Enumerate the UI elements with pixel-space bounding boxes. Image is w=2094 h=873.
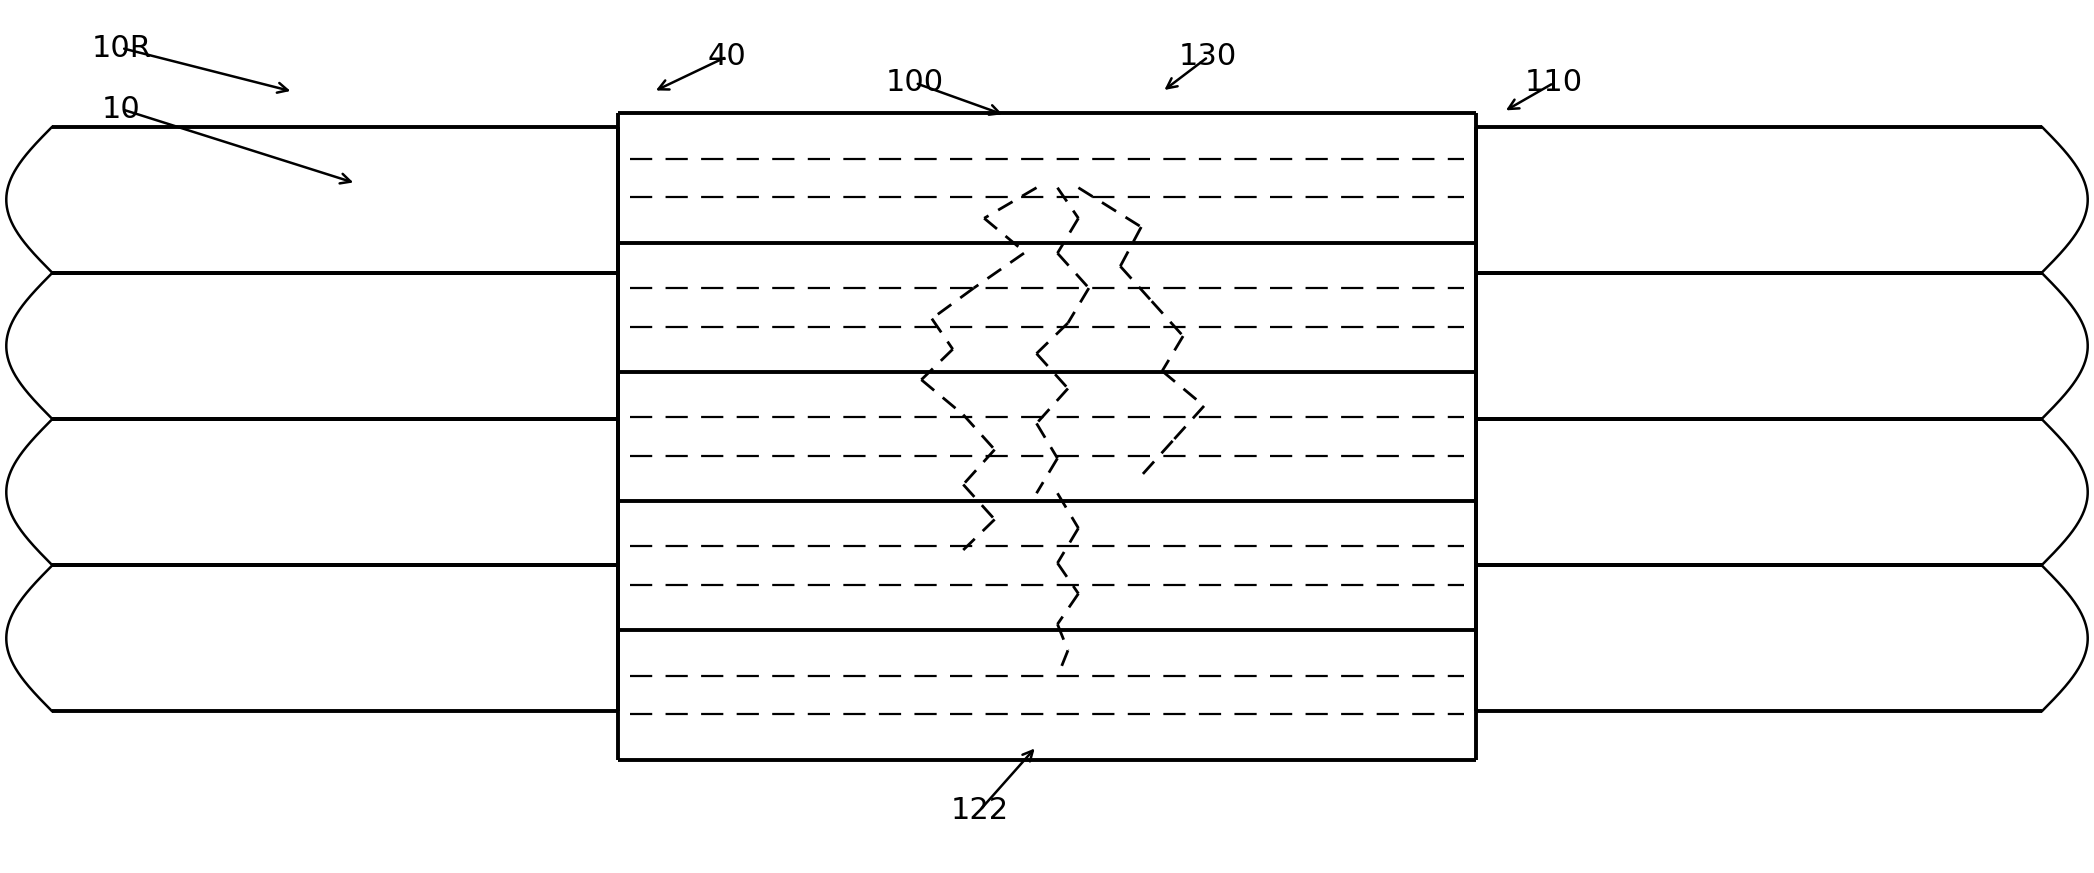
Text: 100: 100 bbox=[886, 68, 944, 98]
Text: 10: 10 bbox=[103, 94, 140, 124]
Text: 122: 122 bbox=[951, 795, 1009, 825]
Text: 10R: 10R bbox=[92, 33, 151, 63]
Text: 110: 110 bbox=[1524, 68, 1583, 98]
Text: 40: 40 bbox=[708, 42, 745, 72]
Text: 130: 130 bbox=[1179, 42, 1238, 72]
